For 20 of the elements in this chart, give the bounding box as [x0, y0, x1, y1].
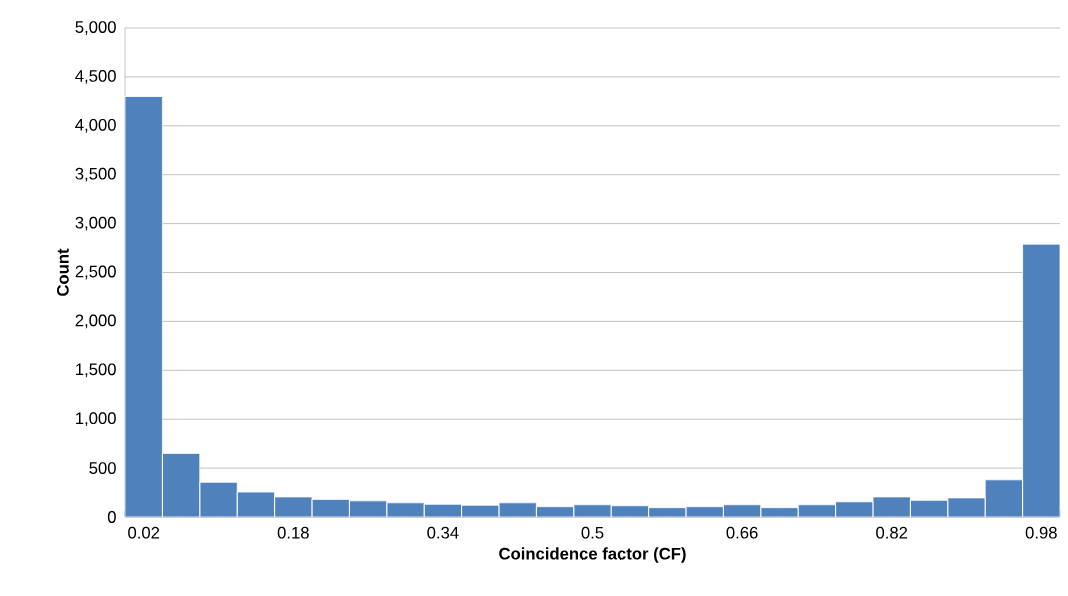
x-tick-label: 0.5 [581, 526, 604, 539]
x-tick-label: 0.82 [876, 526, 908, 539]
x-tick-label: 0.98 [1025, 526, 1057, 539]
y-tick-label: 3,500 [75, 167, 116, 182]
x-axis-title: Coincidence factor (CF) [499, 547, 686, 563]
y-tick-label: 2,500 [75, 265, 116, 280]
x-tick-label: 0.02 [128, 526, 160, 539]
y-tick-label: 5,000 [75, 21, 116, 35]
x-tick-label: 0.34 [427, 526, 459, 539]
y-tick-label: 0 [107, 511, 116, 523]
x-tick-label: 0.18 [277, 526, 309, 539]
y-tick-label: 1,500 [76, 363, 116, 378]
y-tick-label: 3,000 [75, 216, 116, 231]
y-tick-label: 2,000 [75, 314, 116, 329]
x-tick-label: 0.66 [726, 526, 758, 539]
y-tick-label: 4,500 [75, 70, 116, 84]
y-tick-label: 500 [89, 462, 116, 474]
y-axis-title: Count [56, 248, 69, 296]
y-tick-label: 1,000 [76, 412, 116, 427]
y-tick-label: 4,000 [75, 118, 116, 133]
